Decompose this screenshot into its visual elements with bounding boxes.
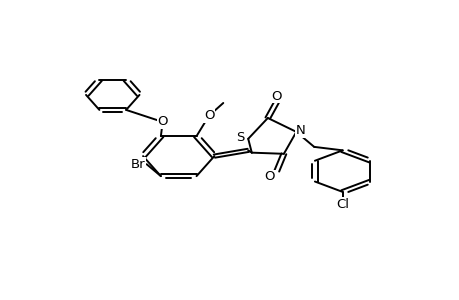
Text: O: O <box>264 170 274 183</box>
Text: N: N <box>296 124 305 137</box>
Text: S: S <box>235 131 244 144</box>
Text: Br: Br <box>130 158 145 171</box>
Text: O: O <box>157 116 168 128</box>
Text: Cl: Cl <box>336 198 348 211</box>
Text: O: O <box>271 90 281 103</box>
Text: O: O <box>203 109 214 122</box>
